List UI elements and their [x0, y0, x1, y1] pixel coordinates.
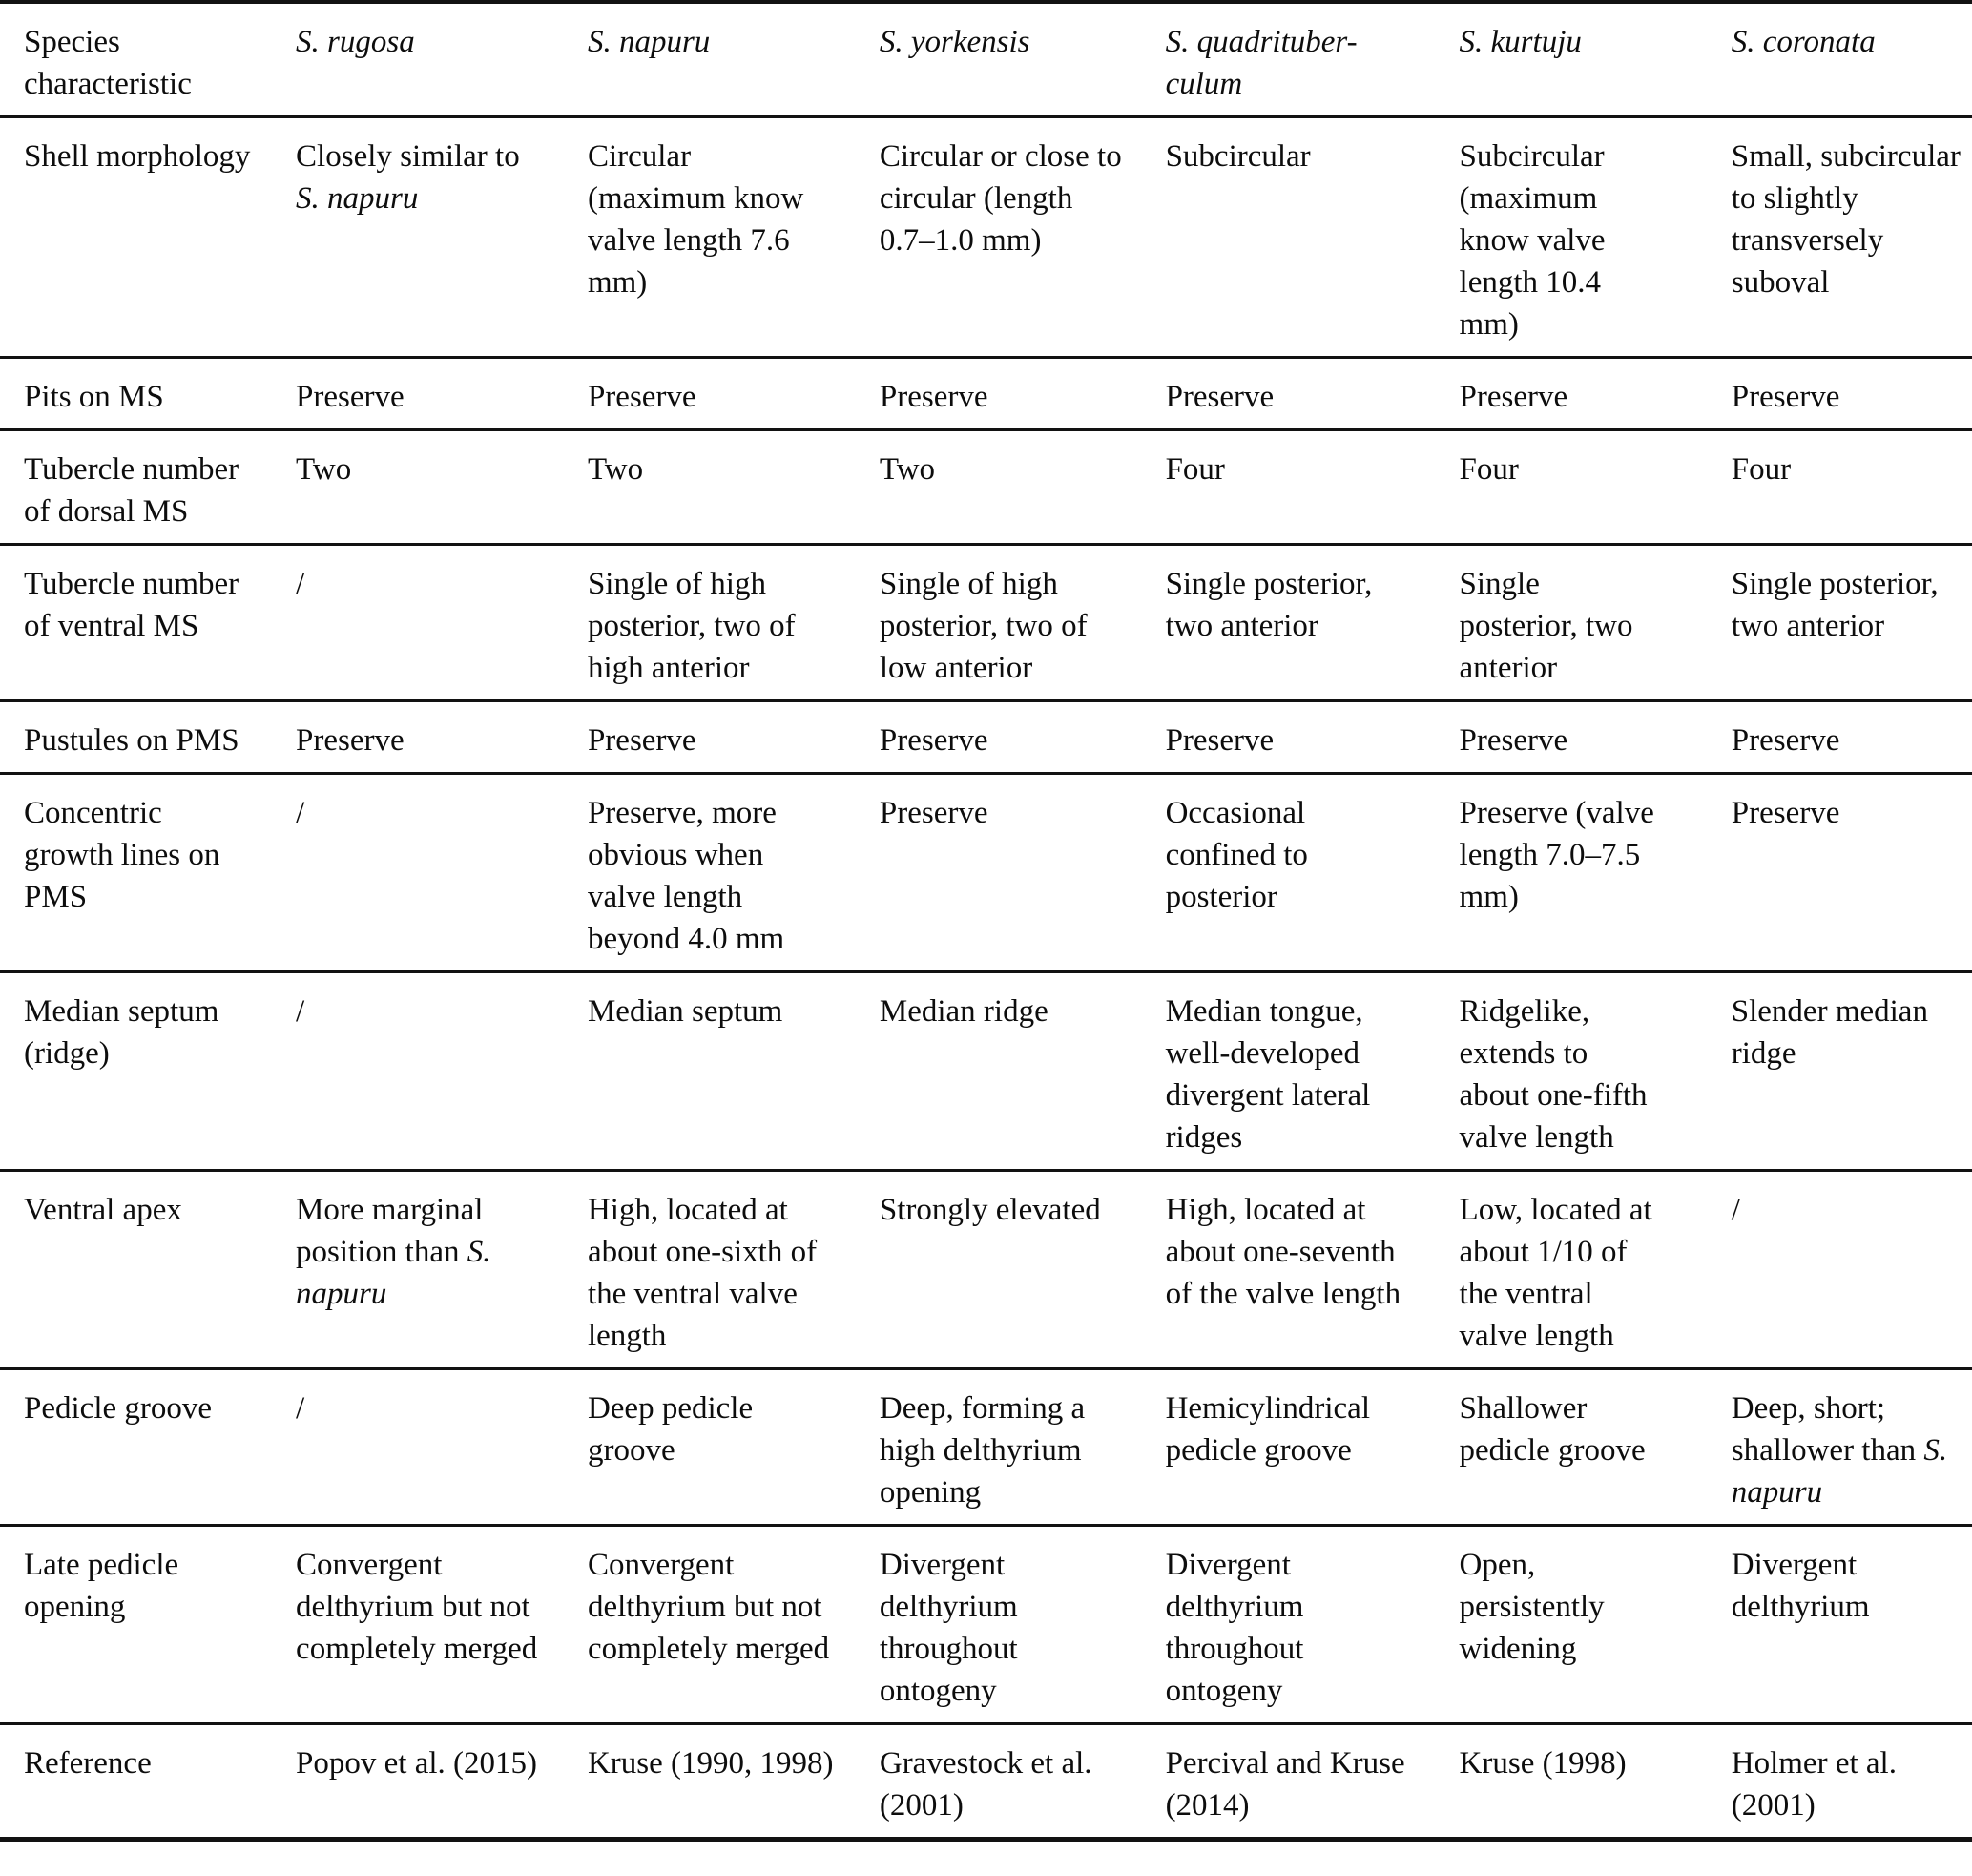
- table-cell: Two: [587, 452, 644, 487]
- table-cell: Strongly elevated: [879, 1193, 1101, 1227]
- table-cell: Ridgelike, extends to about one-fifth va…: [1459, 994, 1648, 1155]
- table-cell: Preserve: [1731, 723, 1840, 758]
- table-cell: Closely similar to S. napuru: [296, 139, 520, 216]
- table-cell: Preserve: [1731, 796, 1840, 830]
- header-species-1: S. napuru: [587, 25, 711, 59]
- table-row-1: Pits on MS Preserve Preserve Preserve Preser…: [0, 358, 1972, 430]
- table-cell: High, located at about one-sixth of the …: [587, 1193, 818, 1353]
- row-label: Pits on MS: [24, 380, 164, 414]
- header-species-characteristic: Species characteristic: [24, 25, 192, 101]
- table-cell: More marginal position than S. napuru: [296, 1193, 491, 1311]
- table-cell: Subcircular: [1165, 139, 1311, 174]
- table-cell: Kruse (1998): [1459, 1746, 1627, 1781]
- table-cell: Single posterior, two anterior: [1731, 567, 1939, 643]
- table-cell: /: [296, 796, 305, 830]
- table-cell: Divergent delthyrium: [1731, 1548, 1870, 1624]
- row-label: Tubercle number of dorsal MS: [24, 452, 239, 529]
- table-cell: Circular or close to circular (length 0.…: [879, 139, 1122, 258]
- table-cell: /: [296, 994, 305, 1029]
- table-cell: Deep, forming a high delthyrium opening: [879, 1391, 1086, 1510]
- table-cell: Preserve: [1165, 380, 1275, 414]
- header-species-5: S. coronata: [1731, 25, 1876, 59]
- table-cell: Single of high posterior, two of low ant…: [879, 567, 1088, 685]
- header-species-0: S. rugosa: [296, 25, 415, 59]
- row-label: Median septum (ridge): [24, 994, 219, 1071]
- table-cell: Median ridge: [879, 994, 1048, 1029]
- row-label: Tubercle number of ventral MS: [24, 567, 239, 643]
- table-cell: Hemicylindrical pedicle groove: [1165, 1391, 1370, 1468]
- table-cell: Divergent delthyrium throughout ontogeny: [1165, 1548, 1304, 1708]
- table-row-5: Concentric growth lines on PMS / Preserve,…: [0, 774, 1972, 972]
- table-row-0: Shell morphology Closely similar to S. na…: [0, 117, 1972, 358]
- table-cell: Median septum: [587, 994, 783, 1029]
- table-cell: Preserve: [587, 723, 696, 758]
- row-label: Shell morphology: [24, 139, 251, 174]
- table-row-3: Tubercle number of ventral MS / Single of …: [0, 545, 1972, 701]
- header-species-3: S. quadrituber-culum: [1165, 25, 1358, 101]
- header-species-4: S. kurtuju: [1459, 25, 1582, 59]
- table-row-4: Pustules on PMS Preserve Preserve Preserve P…: [0, 701, 1972, 774]
- table-body: Shell morphology Closely similar to S. na…: [0, 117, 1972, 1840]
- table-cell: Preserve: [296, 723, 405, 758]
- table-cell: Subcircular (maximum know valve length 1…: [1459, 139, 1606, 342]
- table-row-7: Ventral apex More marginal position than …: [0, 1171, 1972, 1369]
- table-row-8: Pedicle groove / Deep pedicle groove Deep, …: [0, 1369, 1972, 1526]
- table-cell: Kruse (1990, 1998): [587, 1746, 834, 1781]
- table-cell: Four: [1165, 452, 1225, 487]
- row-label: Reference: [24, 1746, 152, 1781]
- row-label: Pedicle groove: [24, 1391, 213, 1426]
- table-cell: Preserve (valve length 7.0–7.5 mm): [1459, 796, 1654, 914]
- table-cell: Preserve: [879, 796, 988, 830]
- table-cell: Low, located at about 1/10 of the ventra…: [1459, 1193, 1652, 1353]
- table-cell: Preserve: [1459, 380, 1568, 414]
- table-cell: Open, persistently widening: [1459, 1548, 1605, 1666]
- table-cell: Shallower pedicle groove: [1459, 1391, 1646, 1468]
- header-row: Species characteristic S. rugosa S. napuru S…: [0, 2, 1972, 117]
- table-cell: Convergent delthyrium but not completely…: [296, 1548, 538, 1666]
- table-cell: Deep pedicle groove: [587, 1391, 754, 1468]
- table-row-9: Late pedicle opening Convergent delthyriu…: [0, 1526, 1972, 1724]
- row-label: Ventral apex: [24, 1193, 182, 1227]
- table-cell: Preserve: [1731, 380, 1840, 414]
- row-label: Pustules on PMS: [24, 723, 239, 758]
- table-cell: High, located at about one-seventh of th…: [1165, 1193, 1401, 1311]
- table-cell: Popov et al. (2015): [296, 1746, 538, 1781]
- table-cell: Preserve: [1459, 723, 1568, 758]
- table-cell: Convergent delthyrium but not completely…: [587, 1548, 830, 1666]
- table-cell: Four: [1459, 452, 1519, 487]
- table-cell: Preserve: [1165, 723, 1275, 758]
- table-cell: /: [1731, 1193, 1740, 1227]
- table-cell: Deep, short; shallower than S. napuru: [1731, 1391, 1948, 1510]
- table-cell: Small, subcircular to slightly transvers…: [1731, 139, 1961, 300]
- table-cell: Single posterior, two anterior: [1165, 567, 1373, 643]
- table-cell: Four: [1731, 452, 1792, 487]
- table-cell: Slender median ridge: [1731, 994, 1928, 1071]
- table-cell: Percival and Kruse (2014): [1165, 1746, 1405, 1823]
- table-cell: /: [296, 1391, 305, 1426]
- table-cell: Preserve: [587, 380, 696, 414]
- table-cell: Holmer et al. (2001): [1731, 1746, 1897, 1823]
- table-cell: Gravestock et al. (2001): [879, 1746, 1092, 1823]
- table-cell: Preserve, more obvious when valve length…: [587, 796, 785, 956]
- table-cell: Two: [879, 452, 936, 487]
- header-species-2: S. yorkensis: [879, 25, 1030, 59]
- table-cell: Single posterior, two anterior: [1459, 567, 1633, 685]
- table-cell: Median tongue, well-developed divergent …: [1165, 994, 1371, 1155]
- table-cell: Single of high posterior, two of high an…: [587, 567, 796, 685]
- table-cell: Divergent delthyrium throughout ontogeny: [879, 1548, 1018, 1708]
- table-row-2: Tubercle number of dorsal MS Two Two Two Fou…: [0, 430, 1972, 545]
- table-cell: Preserve: [879, 380, 988, 414]
- table-header: Species characteristic S. rugosa S. napuru S…: [0, 2, 1972, 117]
- table-cell: Circular (maximum know valve length 7.6 …: [587, 139, 804, 300]
- table-row-6: Median septum (ridge) / Median septum Media…: [0, 972, 1972, 1171]
- table-cell: Occasional confined to posterior: [1165, 796, 1308, 914]
- table-cell: /: [296, 567, 305, 601]
- table-cell: Two: [296, 452, 352, 487]
- table-cell: Preserve: [296, 380, 405, 414]
- table-row-10: Reference Popov et al. (2015) Kruse (1990,…: [0, 1724, 1972, 1840]
- table-cell: Preserve: [879, 723, 988, 758]
- row-label: Late pedicle opening: [24, 1548, 179, 1624]
- row-label: Concentric growth lines on PMS: [24, 796, 220, 914]
